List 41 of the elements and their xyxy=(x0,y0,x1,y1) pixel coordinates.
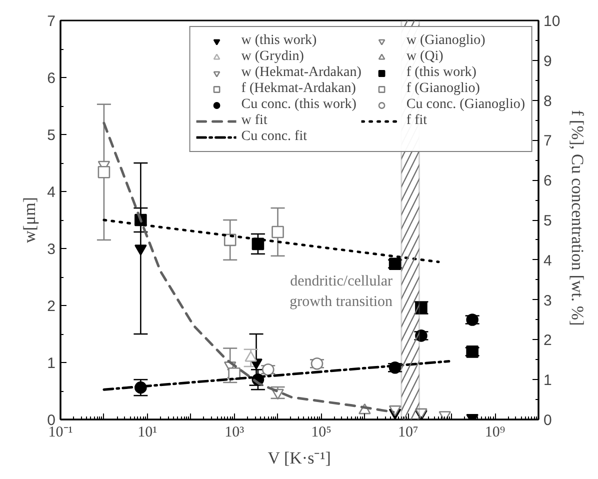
legend-label: w (Gianoglio) xyxy=(406,33,486,49)
y2-tick-label: 1 xyxy=(544,372,552,390)
legend-label: w fit xyxy=(241,113,268,129)
legend-label: f fit xyxy=(406,113,428,129)
x-tick-label: 10¹ xyxy=(138,424,158,440)
y2-tick-label: 6 xyxy=(544,172,552,190)
y2-tick-label: 9 xyxy=(544,52,552,70)
y-tick-label: 3 xyxy=(47,241,56,258)
y2-tick-label: 5 xyxy=(544,212,552,230)
y-axis-title: w[μm] xyxy=(20,197,40,243)
y2-tick-label: 10 xyxy=(544,13,560,30)
y-tick-label: 7 xyxy=(47,13,56,30)
legend-label: Cu conc. (Gianoglio) xyxy=(406,97,525,113)
x-tick-label: 10⁷ xyxy=(398,424,418,440)
legend-label: w (Qi) xyxy=(406,49,444,65)
y2-tick-label: 4 xyxy=(544,252,552,270)
y2-tick-label: 3 xyxy=(544,292,552,310)
y2-axis-title: f [%], Cu concentration [wt. %] xyxy=(568,110,588,326)
x-tick-label: 10⁻¹ xyxy=(48,424,73,440)
y2-tick-label: 2 xyxy=(544,332,552,350)
y-tick-label: 4 xyxy=(47,184,56,201)
x-tick-label: 10⁹ xyxy=(484,424,506,440)
band-label: dendritic/cellular growth transition xyxy=(290,274,394,310)
legend-label: w (Grydin) xyxy=(241,49,304,65)
legend-label: f (Hekmat-Ardakan) xyxy=(241,81,356,97)
x-tick-label: 10⁵ xyxy=(311,424,332,440)
y-tick-label: 5 xyxy=(47,127,56,144)
y-tick-label: 2 xyxy=(47,298,56,315)
legend-label: Cu conc. (this work) xyxy=(241,97,356,113)
y-tick-label: 6 xyxy=(47,70,56,87)
y2-tick-label: 7 xyxy=(544,132,552,150)
y-tick-label: 1 xyxy=(47,355,56,372)
legend-label: Cu conc. fit xyxy=(241,129,307,145)
y2-tick-label: 8 xyxy=(544,92,552,110)
y2-tick-label: 0 xyxy=(544,412,552,429)
legend-label: f (Gianoglio) xyxy=(406,81,480,97)
x-tick-label: 10³ xyxy=(224,424,245,440)
x-axis-title: V [K·s⁻¹] xyxy=(268,448,331,468)
legend-label: w (this work) xyxy=(241,33,317,49)
legend-label: f (this work) xyxy=(406,65,476,81)
legend-label: w (Hekmat-Ardakan) xyxy=(241,65,362,81)
